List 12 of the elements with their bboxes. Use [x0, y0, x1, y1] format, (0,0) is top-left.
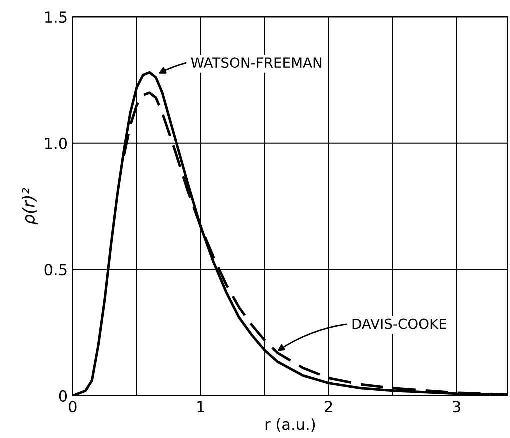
y-tick-label: 1.0 [45, 138, 68, 150]
annotation: WATSON-FREEMAN [191, 58, 322, 68]
y-tick-label: 0.5 [44, 264, 67, 276]
y-axis-title: ρ(r)² [22, 188, 38, 225]
annotation: DAVIS-COOKE [352, 318, 447, 330]
y-tick-label: 1.5 [45, 12, 67, 24]
x-tick-label: 2 [325, 401, 332, 412]
x-tick-label: 0 [69, 401, 77, 413]
y-tick-label: 0 [59, 390, 68, 402]
x-axis-title: r (a.u.) [266, 418, 316, 432]
x-tick-label: 1 [198, 401, 204, 412]
x-tick-label: 3 [453, 401, 460, 413]
